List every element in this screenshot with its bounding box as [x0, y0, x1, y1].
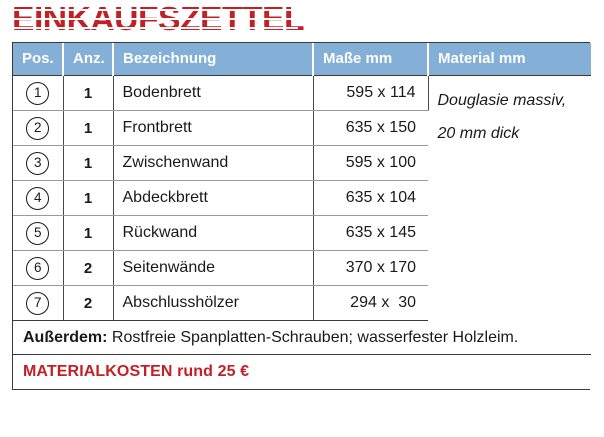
cell-anz: 1 — [63, 110, 114, 146]
cell-masse: 595 x 100 — [313, 145, 428, 181]
cell-pos: 2 — [13, 110, 64, 146]
table-row: 1 1 Bodenbrett 595 x 114 Douglasie massi… — [13, 75, 591, 321]
cell-bezeichnung: Seitenwände — [113, 250, 314, 286]
table-body: 1 1 Bodenbrett 595 x 114 Douglasie massi… — [13, 75, 591, 389]
table-header-row: Pos. Anz. Bezeichnung Maße mm Material m… — [13, 43, 591, 76]
cell-pos: 6 — [13, 250, 64, 286]
column-header-pos: Pos. — [13, 43, 64, 76]
column-header-material: Material mm — [428, 43, 591, 76]
cell-anz: 1 — [63, 145, 114, 181]
cell-masse: 635 x 150 — [313, 110, 428, 146]
cell-masse: 370 x 170 — [313, 250, 428, 286]
cell-material: Douglasie massiv, 20 mm dick — [428, 75, 591, 321]
cell-bezeichnung: Bodenbrett — [113, 75, 314, 111]
footer-note-row: Außerdem: Rostfreie Spanplatten-Schraube… — [13, 320, 591, 355]
circled-number-icon: 7 — [26, 291, 50, 315]
table-row: 3 1 Zwischenwand 595 x 100 — [13, 145, 591, 181]
cell-bezeichnung: Rückwand — [113, 215, 314, 251]
circled-number-icon: 4 — [26, 186, 50, 210]
column-header-bezeichnung: Bezeichnung — [113, 43, 314, 76]
circled-number-icon: 6 — [26, 256, 50, 280]
table-row: 5 1 Rückwand 635 x 145 — [13, 215, 591, 251]
footer-note-cell: Außerdem: Rostfreie Spanplatten-Schraube… — [13, 320, 591, 355]
cell-bezeichnung: Abdeckbrett — [113, 180, 314, 216]
table-row: 4 1 Abdeckbrett 635 x 104 — [13, 180, 591, 216]
circled-number-icon: 3 — [26, 151, 50, 175]
table-row: 6 2 Seitenwände 370 x 170 — [13, 250, 591, 286]
cell-bezeichnung: Abschlusshölzer — [113, 285, 314, 321]
column-header-masse: Maße mm — [313, 43, 429, 76]
cell-pos: 5 — [13, 215, 64, 251]
circled-number-icon: 2 — [26, 116, 50, 140]
cell-bezeichnung: Frontbrett — [113, 110, 314, 146]
cell-anz: 1 — [63, 215, 114, 251]
cell-anz: 1 — [63, 75, 114, 111]
cell-pos: 4 — [13, 180, 64, 216]
footer-note-text: Rostfreie Spanplatten-Schrauben; wasserf… — [107, 328, 519, 346]
column-header-anz: Anz. — [63, 43, 114, 76]
material-line: 20 mm dick — [437, 125, 520, 142]
material-line: Douglasie massiv, — [437, 92, 567, 109]
cell-pos: 1 — [13, 75, 64, 111]
footer-note-label: Außerdem: — [23, 328, 108, 346]
cell-anz: 1 — [63, 180, 114, 216]
table-row: 2 1 Frontbrett 635 x 150 — [13, 110, 591, 146]
cell-masse: 294 x 30 — [313, 285, 428, 321]
cell-anz: 2 — [63, 285, 114, 321]
cell-pos: 7 — [13, 285, 64, 321]
page-title: EINKAUFSZETTEL — [12, 1, 305, 37]
cell-bezeichnung: Zwischenwand — [113, 145, 314, 181]
table-row: 7 2 Abschlusshölzer 294 x 30 — [13, 285, 591, 321]
cell-anz: 2 — [63, 250, 114, 286]
cell-masse: 635 x 104 — [313, 180, 428, 216]
cell-masse: 595 x 114 — [313, 75, 429, 111]
footer-cost-cell: MATERIALKOSTEN rund 25 € — [13, 354, 591, 389]
circled-number-icon: 1 — [26, 81, 50, 105]
footer-cost-row: MATERIALKOSTEN rund 25 € — [13, 354, 591, 389]
circled-number-icon: 5 — [26, 221, 50, 245]
cell-pos: 3 — [13, 145, 64, 181]
page-title-text: EINKAUFSZETTEL — [12, 0, 305, 37]
shopping-list-table: Pos. Anz. Bezeichnung Maße mm Material m… — [12, 42, 591, 390]
cell-masse: 635 x 145 — [313, 215, 428, 251]
table-header: Pos. Anz. Bezeichnung Maße mm Material m… — [13, 43, 591, 76]
